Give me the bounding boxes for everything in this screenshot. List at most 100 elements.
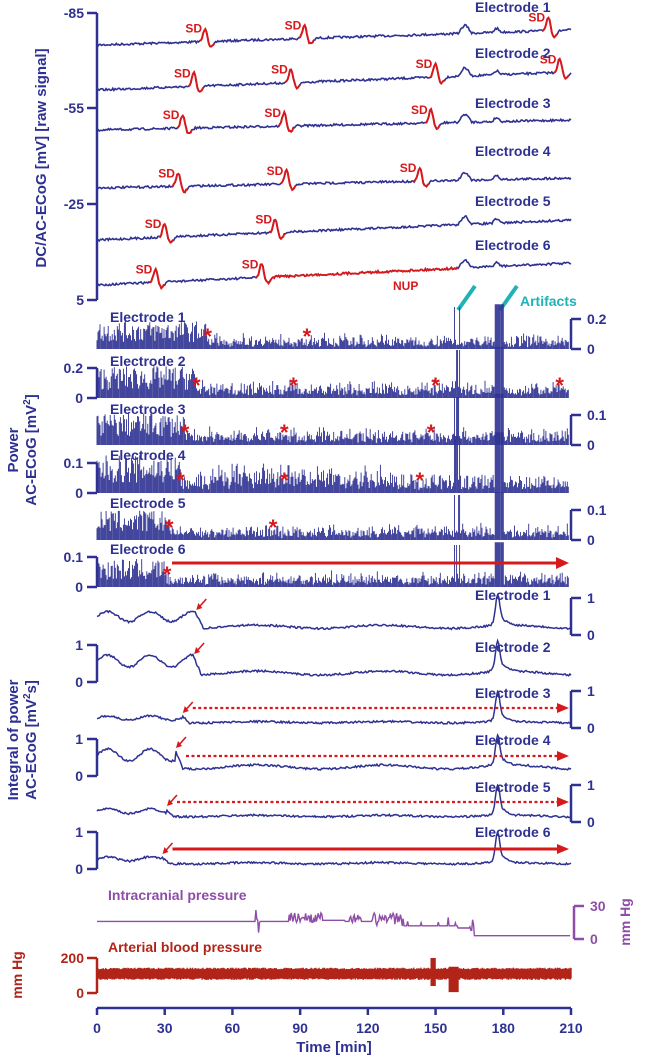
integral-electrode-2-label: Electrode 2 (475, 639, 551, 655)
power-depression-markers: * ** * * ** * ** * ** ** (163, 324, 565, 587)
abp-band (96, 958, 572, 993)
depression-pointer-head-5 (167, 799, 173, 806)
depression-star-electrode-2-3: * (431, 373, 440, 398)
integral-scale-label-bottom-2: 0 (75, 674, 83, 690)
dc-ecog-y-axis: -85 -55 -25 5 DC/AC-ECoG [mV] [raw signa… (33, 5, 99, 308)
time-tick-label-3: 90 (292, 1020, 308, 1036)
dc-ecog-labels: Electrode 1 Electrode 2 Electrode 3 Elec… (393, 0, 577, 312)
integral-traces (96, 593, 572, 866)
sd-segment-electrode-3-3 (425, 107, 441, 131)
dc-trace-electrode-5 (96, 214, 572, 244)
integral-scale-label-top-2: 1 (75, 637, 83, 653)
sd-segment-electrode-6-1 (149, 266, 165, 290)
time-tick-label-2: 60 (225, 1020, 241, 1036)
sd-label-electrode-2-1: SD (174, 66, 191, 80)
abp-tick-label-bottom: 0 (76, 985, 84, 1001)
sd-segment-electrode-3-1 (176, 113, 193, 135)
power-scale-label-top-2: 0.2 (64, 360, 84, 376)
sd-segment-electrode-2-3 (429, 61, 445, 85)
sd-label-electrode-6-1: SD (136, 262, 153, 276)
integral-scale-label-bottom-6: 0 (75, 861, 83, 877)
power-panel: Electrode 1 Electrode 2 Electrode 3 Elec… (5, 304, 607, 595)
dc-ecog-tick-label-2: -55 (64, 100, 84, 116)
sd-segment-electrode-5-1 (158, 222, 174, 244)
artifact-pointer-2 (498, 284, 519, 312)
power-y-label-end: ] (23, 394, 40, 399)
power-traces (96, 304, 569, 587)
integral-scale-label-bottom-3: 0 (587, 720, 595, 736)
integral-scale-label-top-1: 1 (587, 590, 595, 606)
icp-line (97, 910, 571, 937)
depression-star-electrode-3-2: * (280, 420, 289, 445)
sd-segment-electrode-4-3 (413, 166, 430, 188)
sd-label-electrode-2-4: SD (540, 52, 557, 66)
depression-star-electrode-4-2: * (280, 468, 289, 493)
sd-label-electrode-3-2: SD (264, 106, 281, 120)
sd-segment-electrode-2-1 (187, 69, 204, 93)
spreading-depression-arrowhead-3 (557, 703, 569, 713)
sd-label-electrode-2-2: SD (271, 63, 288, 77)
integral-electrode-4-label: Electrode 4 (475, 732, 551, 748)
integral-y-label-sup: 2 (22, 693, 33, 699)
sd-label-electrode-4-1: SD (158, 166, 175, 180)
depression-pointer-head-4 (176, 741, 182, 748)
abp-tick-label-top: 200 (61, 950, 85, 966)
electrode-4-label: Electrode 4 (475, 143, 551, 159)
integral-panel: Electrode 1 Electrode 2 Electrode 3 Elec… (5, 587, 595, 877)
sd-segment-electrode-5-2 (269, 218, 286, 241)
integral-electrode-6-label: Electrode 6 (475, 824, 551, 840)
sd-label-electrode-4-3: SD (400, 161, 417, 175)
sd-label-electrode-3-3: SD (411, 103, 428, 117)
power-scale-label-top-3: 0.1 (587, 407, 607, 423)
power-scale-label-bottom-5: 0 (587, 532, 595, 548)
time-axis-label: Time [min] (296, 1039, 372, 1056)
dc-ecog-tick-label-4: 5 (76, 292, 84, 308)
time-tick-label-5: 150 (424, 1020, 448, 1036)
nup-label: NUP (393, 279, 418, 293)
spreading-depression-arrowhead-4 (557, 751, 569, 761)
spreading-depression-arrowhead-6 (557, 844, 569, 854)
power-scale-label-top-1: 0.2 (587, 311, 607, 327)
integral-scale-label-top-4: 1 (75, 731, 83, 747)
depression-star-electrode-4-1: * (176, 468, 185, 493)
integral-scale-label-bottom-1: 0 (587, 627, 595, 643)
abp-unit: mm Hg (9, 951, 25, 998)
integral-electrode-1-label: Electrode 1 (475, 587, 551, 603)
power-labels: Electrode 1 Electrode 2 Electrode 3 Elec… (5, 309, 186, 557)
depression-star-electrode-4-3: * (415, 468, 424, 493)
spreading-depression-arrowhead-5 (557, 797, 569, 807)
integral-scale-label-top-5: 1 (587, 777, 595, 793)
electrode-3-label: Electrode 3 (475, 95, 551, 111)
dc-trace-electrode-3 (96, 107, 572, 134)
sd-label-electrode-2-3: SD (416, 57, 433, 71)
sd-segment-electrode-1-1 (199, 26, 216, 48)
sd-segment-electrode-4-2 (280, 167, 297, 192)
power-bars-electrode-5 (96, 492, 569, 540)
dc-ecog-tick-label-1: -85 (64, 5, 84, 21)
power-scale-label-top-4: 0.1 (64, 455, 84, 471)
sd-label-electrode-1-3: SD (528, 11, 545, 25)
dc-ecog-traces: SD SD SD SD SD SD SD SD SD SD SD SD SD SD SD SD SD (96, 11, 572, 290)
electrode-2-label: Electrode 2 (475, 45, 551, 61)
power-y-label-line1: Power (5, 427, 22, 472)
artifact-pointer-1 (456, 284, 477, 312)
integral-scale-label-bottom-5: 0 (587, 814, 595, 830)
electrode-1-label: Electrode 1 (475, 0, 551, 15)
abp-panel: Arterial blood pressure 200 0 mm Hg (9, 939, 572, 1001)
power-scale-label-top-5: 0.1 (587, 502, 607, 518)
time-axis-ticks: 0 30 60 90 120 150 180 210 (93, 1008, 583, 1036)
icp-tick-label-top: 30 (590, 898, 606, 914)
power-bars-electrode-1 (96, 304, 569, 349)
time-axis: 0 30 60 90 120 150 180 210 Time [min] (93, 1006, 583, 1056)
sd-segment-electrode-4-1 (171, 172, 188, 194)
time-tick-label-4: 120 (356, 1020, 380, 1036)
power-arrow-head (556, 557, 569, 569)
icp-trace (97, 910, 571, 937)
integral-y-label-end: s] (23, 680, 40, 693)
integral-depression-arrows (162, 598, 569, 854)
icp-title: Intracranial pressure (108, 887, 247, 903)
depression-star-electrode-2-1: * (192, 373, 201, 398)
power-arrow (172, 557, 569, 569)
power-y-label-line2: AC-ECoG [mV2] (22, 394, 40, 505)
